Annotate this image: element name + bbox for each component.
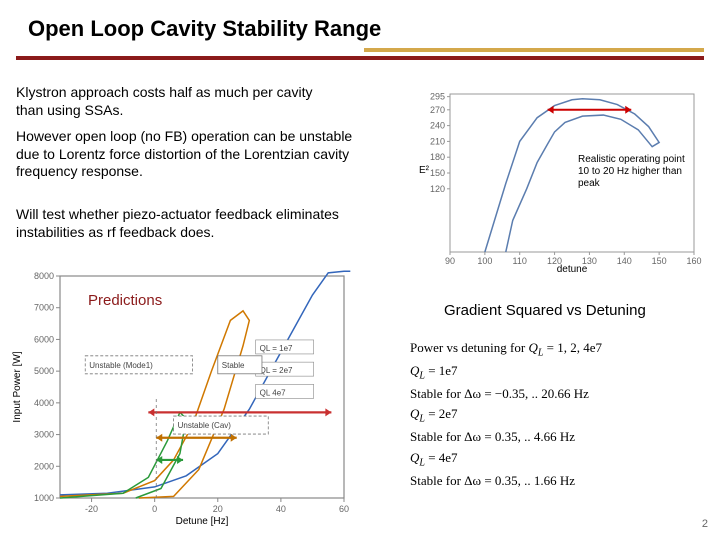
svg-text:2000: 2000 (34, 461, 54, 471)
svg-text:8000: 8000 (34, 271, 54, 281)
svg-text:3000: 3000 (34, 430, 54, 440)
svg-text:0: 0 (152, 504, 157, 514)
svg-text:QL 4e7: QL 4e7 (260, 388, 286, 397)
paragraph-2: However open loop (no FB) operation can … (16, 128, 356, 181)
predictions-label: Predictions (84, 292, 166, 309)
svg-text:detune: detune (557, 264, 588, 274)
title-divider (16, 56, 704, 60)
svg-text:270: 270 (430, 105, 445, 115)
svg-text:Unstable (Mode1): Unstable (Mode1) (89, 361, 153, 370)
page-number: 2 (702, 518, 708, 530)
svg-text:Stable: Stable (222, 361, 245, 370)
svg-text:100: 100 (477, 256, 492, 266)
annotation-operating-point: Realistic operating point 10 to 20 Hz hi… (578, 154, 698, 190)
svg-text:E²: E² (419, 165, 430, 176)
svg-text:240: 240 (430, 121, 445, 131)
svg-text:Detune [Hz]: Detune [Hz] (176, 516, 229, 527)
rb-line5: Stable for Δω = 0.35, .. 4.66 Hz (410, 427, 710, 447)
rb-line3: Stable for Δω = −0.35, .. 20.66 Hz (410, 384, 710, 404)
svg-text:150: 150 (430, 168, 445, 178)
svg-text:210: 210 (430, 136, 445, 146)
svg-text:-20: -20 (85, 504, 98, 514)
svg-text:90: 90 (445, 256, 455, 266)
svg-text:Input Power [W]: Input Power [W] (12, 351, 23, 422)
svg-text:QL = 2e7: QL = 2e7 (260, 366, 293, 375)
svg-text:60: 60 (339, 504, 349, 514)
rb-line4: QL = 2e7 (410, 404, 710, 427)
svg-text:295: 295 (430, 92, 445, 102)
svg-text:160: 160 (686, 256, 701, 266)
page-title: Open Loop Cavity Stability Range (28, 16, 381, 42)
svg-text:150: 150 (652, 256, 667, 266)
svg-text:40: 40 (276, 504, 286, 514)
svg-text:QL = 1e7: QL = 1e7 (260, 344, 293, 353)
paragraph-3: Will test whether piezo-actuator feedbac… (16, 206, 356, 241)
svg-text:7000: 7000 (34, 303, 54, 313)
stability-text-block: Power vs detuning for QL = 1, 2, 4e7 QL … (410, 338, 710, 491)
chart-power-vs-detuning: -20 0 20 40 60 1000 2000 3000 4000 5000 6000 7000 80… (6, 258, 356, 528)
rb-line1: Power vs detuning for QL = 1, 2, 4e7 (410, 338, 710, 361)
svg-text:Unstable (Cav): Unstable (Cav) (178, 421, 232, 430)
svg-text:5000: 5000 (34, 366, 54, 376)
paragraph-1: Klystron approach costs half as much per… (16, 84, 336, 119)
gradient-squared-label: Gradient Squared vs Detuning (444, 302, 646, 319)
svg-text:1000: 1000 (34, 493, 54, 503)
svg-text:110: 110 (513, 256, 527, 266)
rb-line2: QL = 1e7 (410, 361, 710, 384)
svg-text:20: 20 (213, 504, 223, 514)
svg-text:4000: 4000 (34, 398, 54, 408)
svg-text:6000: 6000 (34, 334, 54, 344)
svg-text:180: 180 (430, 152, 445, 162)
svg-text:140: 140 (617, 256, 632, 266)
rb-line6: QL = 4e7 (410, 448, 710, 471)
rb-line7: Stable for Δω = 0.35, .. 1.66 Hz (410, 471, 710, 491)
svg-text:120: 120 (430, 184, 445, 194)
